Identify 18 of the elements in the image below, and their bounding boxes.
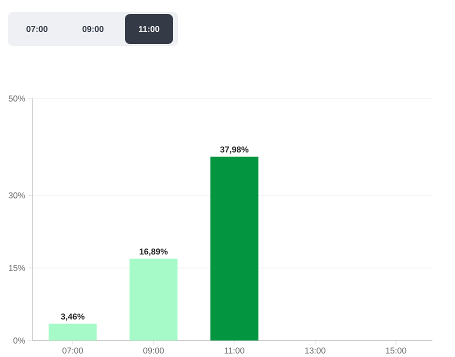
bar xyxy=(48,324,97,341)
text: 11:00 xyxy=(138,26,160,32)
x-tick-label: 11:00 xyxy=(224,348,244,354)
y-tick-label: 15% xyxy=(9,264,26,271)
text: 09:00 xyxy=(82,26,104,32)
x-tick-label: 07:00 xyxy=(62,348,83,354)
bar xyxy=(130,258,178,341)
y-tick-label: 30% xyxy=(8,192,26,198)
data-label: 3,46% xyxy=(60,314,85,321)
data-label: 37,98% xyxy=(220,146,248,154)
text: 07:00 xyxy=(26,26,48,32)
x-tick-label: 09:00 xyxy=(143,348,164,354)
data-label: 16,89% xyxy=(140,248,168,256)
x-tick-label: 13:00 xyxy=(305,348,326,354)
y-tick-label: 0% xyxy=(13,338,26,344)
y-tick-label: 50% xyxy=(8,96,26,102)
bar xyxy=(210,156,258,341)
x-tick-label: 15:00 xyxy=(386,348,406,354)
